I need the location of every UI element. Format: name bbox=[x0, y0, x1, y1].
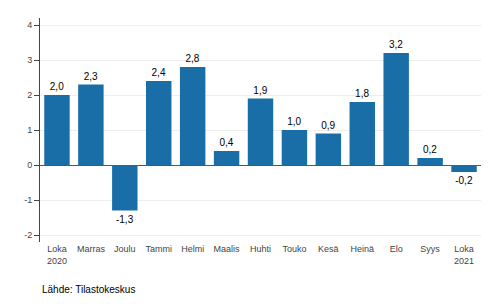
svg-text:-1,3: -1,3 bbox=[116, 214, 134, 225]
svg-text:1,0: 1,0 bbox=[287, 116, 301, 127]
svg-text:Lähde: Tilastokeskus: Lähde: Tilastokeskus bbox=[42, 284, 135, 295]
svg-text:0,9: 0,9 bbox=[321, 120, 335, 131]
svg-text:Elo: Elo bbox=[390, 244, 403, 254]
svg-text:Huhti: Huhti bbox=[250, 244, 271, 254]
svg-text:0,2: 0,2 bbox=[423, 144, 437, 155]
svg-text:2: 2 bbox=[27, 90, 32, 100]
svg-text:3: 3 bbox=[27, 55, 32, 65]
svg-text:-0,2: -0,2 bbox=[455, 175, 473, 186]
svg-text:Loka2021: Loka2021 bbox=[454, 244, 474, 266]
svg-text:-2: -2 bbox=[24, 230, 32, 240]
svg-text:1,9: 1,9 bbox=[253, 85, 267, 96]
svg-text:Syys: Syys bbox=[420, 244, 440, 254]
svg-text:2,4: 2,4 bbox=[152, 67, 166, 78]
svg-text:Heinä: Heinä bbox=[351, 244, 375, 254]
svg-text:Tammi: Tammi bbox=[145, 244, 172, 254]
svg-text:1: 1 bbox=[27, 125, 32, 135]
svg-text:Kesä: Kesä bbox=[318, 244, 339, 254]
svg-text:Touko: Touko bbox=[282, 244, 306, 254]
svg-text:1,8: 1,8 bbox=[355, 88, 369, 99]
svg-text:2,8: 2,8 bbox=[185, 53, 199, 64]
svg-text:3,2: 3,2 bbox=[389, 39, 403, 50]
svg-text:2,0: 2,0 bbox=[50, 81, 64, 92]
svg-text:Marras: Marras bbox=[77, 244, 106, 254]
svg-text:0,4: 0,4 bbox=[219, 137, 233, 148]
svg-text:4: 4 bbox=[27, 20, 32, 30]
svg-text:Joulu: Joulu bbox=[114, 244, 136, 254]
svg-text:Maalis: Maalis bbox=[214, 244, 241, 254]
svg-text:0: 0 bbox=[27, 160, 32, 170]
svg-text:2,3: 2,3 bbox=[84, 71, 98, 82]
svg-text:Loka2020: Loka2020 bbox=[47, 244, 67, 266]
svg-text:Helmi: Helmi bbox=[181, 244, 204, 254]
svg-text:-1: -1 bbox=[24, 195, 32, 205]
